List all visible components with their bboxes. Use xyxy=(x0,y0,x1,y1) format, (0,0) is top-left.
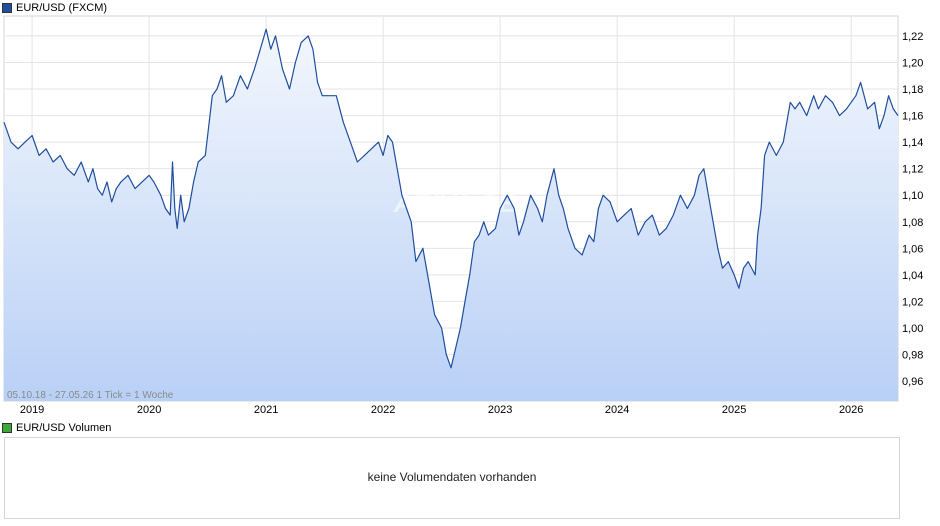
y-tick-label: 1,08 xyxy=(902,217,923,229)
watermark: ARIVA.DE xyxy=(393,188,517,218)
volume-panel: keine Volumendaten vorhanden xyxy=(4,437,900,519)
range-info-text: 05.10.18 - 27.05.26 1 Tick = 1 Woche xyxy=(7,390,174,401)
y-tick-label: 1,12 xyxy=(902,164,923,176)
volume-empty-message: keine Volumendaten vorhanden xyxy=(367,470,537,484)
x-tick-label: 2024 xyxy=(605,404,629,416)
y-tick-label: 1,20 xyxy=(902,57,923,69)
x-tick-label: 2019 xyxy=(20,404,44,416)
y-tick-label: 1,06 xyxy=(902,243,923,255)
y-tick-label: 0,98 xyxy=(902,350,923,362)
y-tick-label: 1,00 xyxy=(902,323,923,335)
y-tick-label: 1,18 xyxy=(902,84,923,96)
y-tick-label: 1,04 xyxy=(902,270,923,282)
volume-legend-label: EUR/USD Volumen xyxy=(16,422,112,434)
price-legend: EUR/USD (FXCM) xyxy=(2,1,107,15)
y-tick-label: 1,10 xyxy=(902,190,923,202)
volume-legend: EUR/USD Volumen xyxy=(2,421,111,435)
y-tick-label: 1,22 xyxy=(902,31,923,43)
y-tick-label: 1,16 xyxy=(902,111,923,123)
x-tick-label: 2025 xyxy=(722,404,746,416)
x-tick-label: 2020 xyxy=(137,404,161,416)
y-tick-label: 1,14 xyxy=(902,137,923,149)
x-tick-label: 2026 xyxy=(839,404,863,416)
y-tick-label: 0,96 xyxy=(902,376,923,388)
series-area xyxy=(4,29,898,402)
y-tick-label: 1,02 xyxy=(902,296,923,308)
x-tick-label: 2023 xyxy=(488,404,512,416)
x-tick-label: 2022 xyxy=(371,404,395,416)
series-line xyxy=(3,28,899,369)
price-chart: ARIVA.DE 0,96 0,98 1,00 1,02 1,04 1,06 1,08 1,10… xyxy=(3,15,923,416)
price-legend-label: EUR/USD (FXCM) xyxy=(16,2,108,14)
price-legend-swatch xyxy=(2,3,12,13)
volume-legend-swatch xyxy=(2,423,12,433)
x-tick-label: 2021 xyxy=(254,404,278,416)
